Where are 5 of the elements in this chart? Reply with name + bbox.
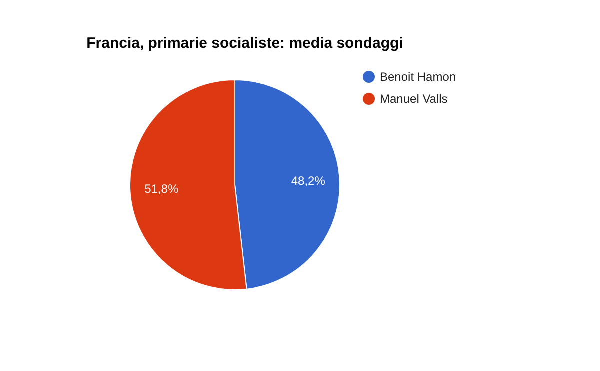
data-label: 51,8%: [144, 182, 179, 196]
legend-label: Benoit Hamon: [380, 70, 456, 84]
legend-label: Manuel Valls: [380, 92, 448, 106]
chart-title: Francia, primarie socialiste: media sondaggi: [86, 35, 404, 52]
data-label: 48,2%: [291, 174, 326, 188]
